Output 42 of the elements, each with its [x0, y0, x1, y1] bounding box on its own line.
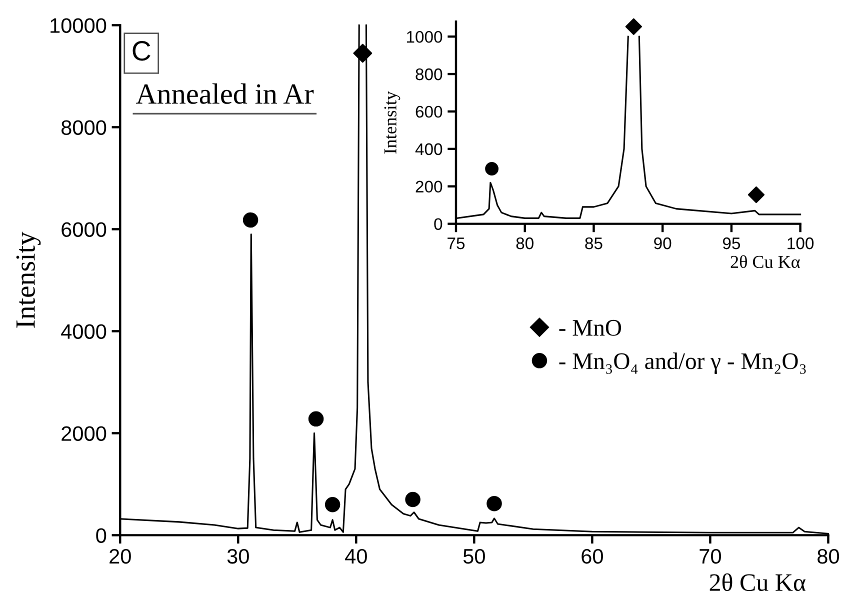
point — [748, 186, 765, 204]
legend-label: - MnO — [559, 320, 622, 336]
y-tick-label: 8000 — [62, 120, 106, 135]
y-tick-label: 4000 — [61, 324, 106, 339]
x-axis-title: 2θ Cu Kα — [710, 573, 806, 592]
annotation: Annealed in Ar — [136, 83, 314, 104]
point — [486, 496, 502, 512]
y-tick-label: 0 — [434, 218, 442, 230]
point — [625, 18, 642, 35]
y-tick-label: 400 — [415, 143, 442, 156]
y-tick-label: 10000 — [50, 18, 106, 33]
y-tick-label: 200 — [416, 180, 442, 193]
y-axis-title: Intensity — [16, 232, 41, 328]
y-tick-label: 800 — [416, 68, 442, 80]
y-tick-label: 6000 — [62, 222, 106, 237]
point — [308, 411, 324, 427]
x-tick-label: 30 — [227, 548, 249, 564]
legend-label: - Mn₃O₄ and/or γ - Mn₂O₃ — [559, 352, 806, 374]
x-tick-label: 80 — [516, 237, 534, 250]
x-axis-title: 2θ Cu Kα — [730, 255, 800, 268]
point — [405, 492, 420, 508]
x-tick-label: 100 — [788, 237, 814, 250]
point — [242, 212, 258, 228]
x-tick-label: 40 — [345, 548, 367, 564]
point — [324, 496, 340, 512]
point — [353, 44, 372, 63]
x-tick-label: 20 — [110, 548, 131, 564]
x-tick-label: 70 — [700, 548, 721, 564]
y-tick-label: 0 — [96, 528, 106, 543]
x-tick-label: 90 — [654, 237, 672, 250]
y-tick-label: 1000 — [406, 30, 442, 43]
y-tick-label: 2000 — [62, 426, 106, 441]
point — [485, 162, 499, 176]
y-tick-label: 600 — [416, 106, 442, 118]
x-tick-label: 80 — [818, 548, 840, 564]
x-tick-label: 50 — [463, 548, 485, 564]
x-tick-label: 95 — [722, 237, 740, 250]
x-tick-label: 75 — [448, 238, 465, 250]
x-tick-label: 85 — [585, 237, 602, 250]
x-tick-label: 60 — [582, 548, 603, 564]
y-axis-title: Intensity — [384, 91, 400, 154]
annotation: C — [132, 41, 150, 61]
